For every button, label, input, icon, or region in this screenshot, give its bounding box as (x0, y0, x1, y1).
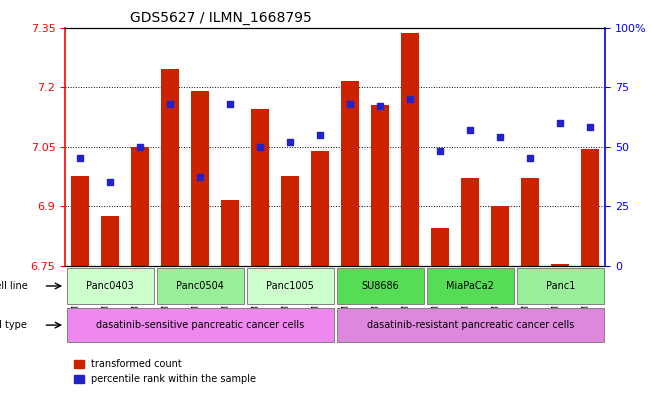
Text: Panc0403: Panc0403 (86, 281, 134, 291)
Bar (521, 178, 540, 266)
Point (495, 134, 506, 140)
Text: cell line: cell line (0, 281, 27, 291)
Text: MiaPaCa2: MiaPaCa2 (447, 281, 494, 291)
Bar (221, 200, 239, 266)
FancyBboxPatch shape (66, 308, 334, 342)
Point (375, 103, 385, 109)
FancyBboxPatch shape (66, 268, 154, 304)
Bar (371, 105, 389, 266)
Point (435, 148, 445, 154)
Bar (281, 176, 299, 266)
Legend: transformed count, percentile rank within the sample: transformed count, percentile rank withi… (70, 356, 260, 388)
Point (225, 101, 236, 107)
Point (345, 101, 355, 107)
Bar (341, 81, 359, 266)
Bar (492, 206, 509, 266)
FancyBboxPatch shape (337, 308, 604, 342)
Text: Panc1005: Panc1005 (266, 281, 314, 291)
Bar (462, 178, 479, 266)
Text: dasatinib-sensitive pancreatic cancer cells: dasatinib-sensitive pancreatic cancer ce… (96, 320, 304, 330)
Point (255, 143, 266, 150)
FancyBboxPatch shape (517, 268, 604, 304)
Point (165, 101, 175, 107)
FancyBboxPatch shape (247, 268, 334, 304)
Bar (581, 149, 600, 266)
Point (555, 119, 566, 126)
Point (135, 143, 145, 150)
FancyBboxPatch shape (427, 268, 514, 304)
Bar (251, 109, 270, 266)
Text: GDS5627 / ILMN_1668795: GDS5627 / ILMN_1668795 (130, 11, 312, 25)
Bar (432, 228, 449, 266)
Point (105, 179, 115, 185)
Point (315, 132, 326, 138)
Point (405, 96, 415, 102)
Text: cell type: cell type (0, 320, 27, 330)
Bar (551, 264, 570, 266)
Point (75, 155, 85, 162)
FancyBboxPatch shape (157, 268, 243, 304)
Bar (311, 151, 329, 266)
Point (585, 124, 596, 130)
Bar (191, 91, 209, 266)
Bar (401, 33, 419, 266)
Text: dasatinib-resistant pancreatic cancer cells: dasatinib-resistant pancreatic cancer ce… (367, 320, 574, 330)
Point (285, 139, 296, 145)
Point (465, 127, 475, 133)
Point (195, 174, 206, 181)
FancyBboxPatch shape (337, 268, 424, 304)
Bar (71, 176, 89, 266)
Point (525, 155, 536, 162)
Bar (101, 216, 119, 266)
Bar (131, 147, 149, 266)
Text: Panc1: Panc1 (546, 281, 575, 291)
Bar (161, 69, 179, 266)
Text: Panc0504: Panc0504 (176, 281, 224, 291)
Text: SU8686: SU8686 (361, 281, 399, 291)
